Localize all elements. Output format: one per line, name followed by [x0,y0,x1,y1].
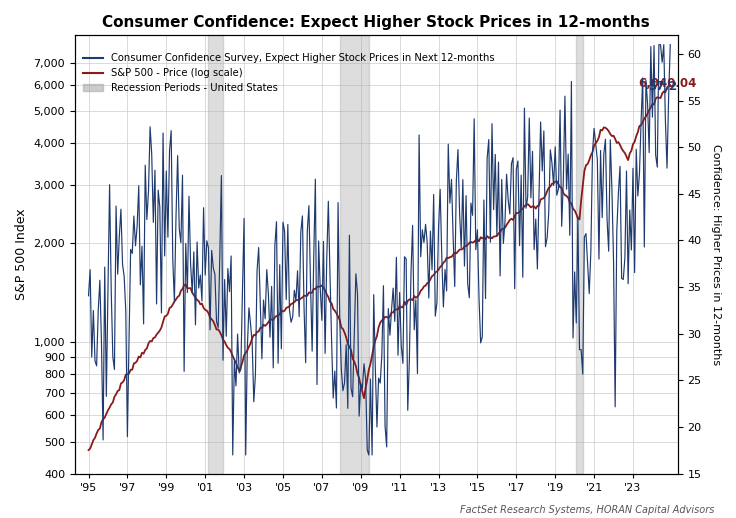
Text: FactSet Research Systems, HORAN Capital Advisors: FactSet Research Systems, HORAN Capital … [459,506,714,515]
Legend: Consumer Confidence Survey, Expect Higher Stock Prices in Next 12-months, S&P 50: Consumer Confidence Survey, Expect Highe… [83,53,495,93]
Text: 6,040.04: 6,040.04 [638,77,696,90]
Y-axis label: S&P 500 Index: S&P 500 Index [15,209,28,300]
Text: 57.2: 57.2 [648,80,678,93]
Bar [576,35,583,473]
Y-axis label: Confidence: Higher Prices in 12-months: Confidence: Higher Prices in 12-months [711,144,721,365]
Bar [340,35,369,473]
Bar [208,35,223,473]
Title: Consumer Confidence: Expect Higher Stock Prices in 12-months: Consumer Confidence: Expect Higher Stock… [102,15,650,30]
